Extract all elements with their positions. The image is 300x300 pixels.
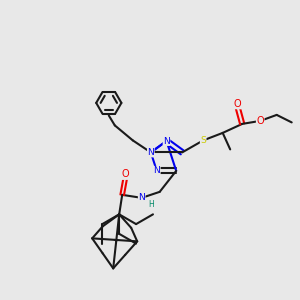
Text: O: O bbox=[256, 116, 264, 126]
Text: S: S bbox=[200, 136, 206, 145]
Text: N: N bbox=[163, 136, 170, 146]
Text: N: N bbox=[153, 166, 160, 175]
Text: N: N bbox=[147, 148, 154, 157]
Text: N: N bbox=[138, 193, 145, 202]
Text: O: O bbox=[122, 169, 129, 179]
Text: O: O bbox=[234, 99, 242, 109]
Text: H: H bbox=[148, 200, 154, 209]
